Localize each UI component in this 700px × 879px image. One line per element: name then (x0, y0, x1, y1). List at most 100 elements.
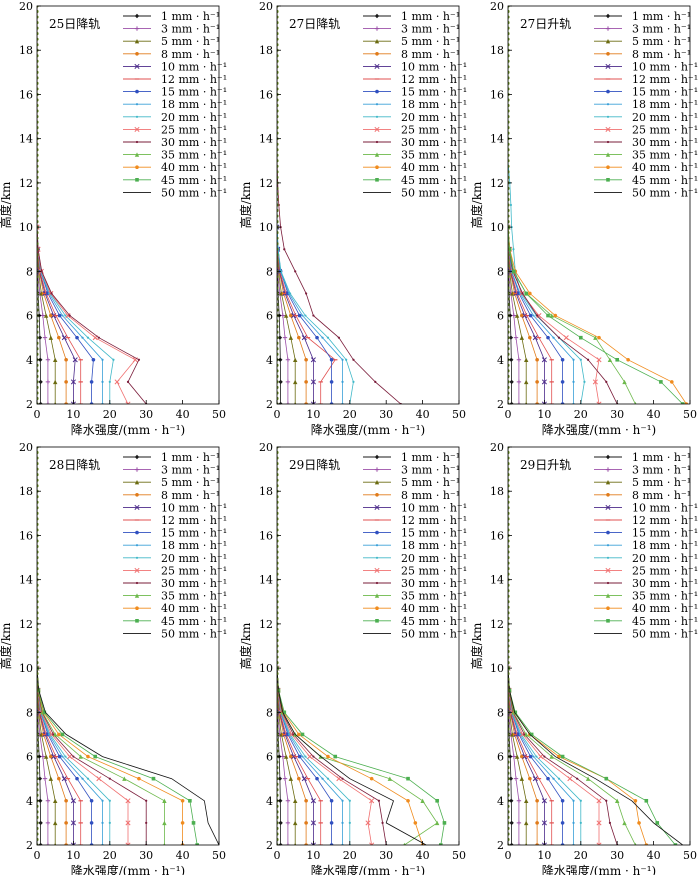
data-point-35 (593, 335, 598, 340)
data-point-45 (42, 710, 47, 715)
data-point-5 (519, 335, 525, 340)
legend-marker-40 (375, 606, 379, 610)
y-axis-label: 高度/km (238, 181, 253, 228)
x-tick-label: 40 (176, 408, 190, 421)
legend-marker-1 (134, 13, 140, 19)
data-point-15 (315, 335, 319, 340)
series-line-20 (277, 447, 351, 845)
data-point-8 (535, 798, 539, 803)
x-tick-label: 20 (103, 849, 117, 862)
data-point-20 (86, 777, 90, 780)
legend-marker-5 (374, 39, 380, 44)
data-point-5 (514, 754, 520, 759)
legend-label-3: 3 mm · h⁻¹ (401, 464, 460, 477)
data-point-45 (644, 798, 649, 803)
data-point-20 (535, 755, 538, 758)
data-point-5 (54, 842, 57, 845)
legend-marker-5 (605, 39, 611, 44)
legend-marker-10 (605, 504, 611, 510)
series-line-12 (508, 6, 553, 404)
series-line-3 (508, 447, 520, 845)
data-point-1 (508, 776, 514, 781)
data-point-3 (513, 776, 519, 781)
data-point-40 (684, 402, 689, 404)
data-point-8 (304, 843, 308, 845)
data-point-8 (535, 843, 539, 845)
data-point-20 (579, 799, 582, 802)
legend-label-3: 3 mm · h⁻¹ (161, 464, 220, 477)
data-point-8 (535, 821, 539, 825)
y-tick-label: 8 (266, 706, 273, 719)
data-point-30 (126, 380, 130, 383)
data-point-3 (285, 798, 291, 803)
x-tick-label: 20 (574, 408, 588, 421)
data-point-15 (329, 380, 334, 384)
legend-label-50: 50 mm · h⁻¹ (161, 186, 227, 199)
legend-label-50: 50 mm · h⁻¹ (632, 186, 698, 199)
y-axis-label: 高度/km (0, 622, 13, 669)
data-point-30 (605, 380, 608, 383)
data-point-25 (67, 754, 73, 760)
data-point-40 (626, 357, 630, 362)
legend-label-25: 25 mm · h⁻¹ (632, 564, 698, 577)
x-tick-label: 10 (306, 849, 320, 862)
data-point-18 (341, 799, 344, 802)
data-point-25 (125, 798, 131, 804)
data-point-25 (369, 842, 375, 845)
data-point-5 (293, 820, 298, 826)
data-point-45 (93, 754, 98, 759)
legend-marker-8 (606, 493, 610, 497)
data-point-15 (329, 821, 334, 825)
y-axis-label: 高度/km (238, 622, 253, 669)
y-tick-label: 10 (259, 662, 273, 675)
data-point-40 (637, 821, 641, 825)
data-point-35 (634, 401, 637, 404)
data-point-10 (532, 776, 538, 782)
data-point-15 (297, 313, 302, 318)
data-point-15 (89, 380, 94, 384)
data-point-5 (293, 379, 298, 385)
data-point-20 (86, 336, 90, 339)
y-tick-label: 2 (26, 839, 33, 852)
legend-marker-3 (605, 467, 611, 472)
series-line-35 (508, 6, 636, 404)
data-point-5 (519, 776, 525, 781)
legend-label-5: 5 mm · h⁻¹ (401, 476, 460, 489)
legend-marker-20 (135, 115, 139, 118)
legend-label-25: 25 mm · h⁻¹ (161, 123, 227, 136)
legend-marker-20 (606, 556, 610, 559)
y-tick-label: 10 (19, 662, 33, 675)
data-point-35 (585, 776, 591, 781)
legend-label-20: 20 mm · h⁻¹ (401, 552, 467, 565)
data-point-3 (45, 401, 51, 404)
data-point-8 (49, 313, 53, 318)
data-point-30 (72, 755, 75, 758)
series-line-12 (37, 447, 82, 845)
series-line-8 (37, 447, 67, 845)
legend-marker-18 (375, 103, 379, 106)
plot-frame (276, 5, 460, 405)
data-point-8 (64, 843, 68, 845)
y-tick-label: 6 (266, 751, 273, 764)
x-tick-label: 20 (574, 849, 588, 862)
legend-marker-35 (134, 593, 140, 598)
data-point-25 (37, 224, 40, 230)
legend-marker-30 (135, 140, 139, 144)
legend-marker-35 (605, 593, 611, 598)
data-point-1 (278, 401, 283, 404)
data-point-5 (288, 776, 294, 781)
data-point-18 (341, 821, 344, 824)
legend-marker-30 (135, 581, 139, 585)
data-point-45 (435, 798, 439, 803)
data-point-15 (89, 843, 94, 845)
data-point-15 (89, 402, 94, 404)
data-point-45 (604, 776, 609, 781)
legend-marker-40 (135, 606, 139, 610)
y-tick-label: 12 (19, 177, 33, 190)
y-tick-label: 2 (266, 839, 273, 852)
legend-label-30: 30 mm · h⁻¹ (632, 136, 698, 149)
series-line-20 (37, 447, 111, 845)
legend-label-5: 5 mm · h⁻¹ (632, 476, 691, 489)
data-point-3 (42, 776, 48, 781)
